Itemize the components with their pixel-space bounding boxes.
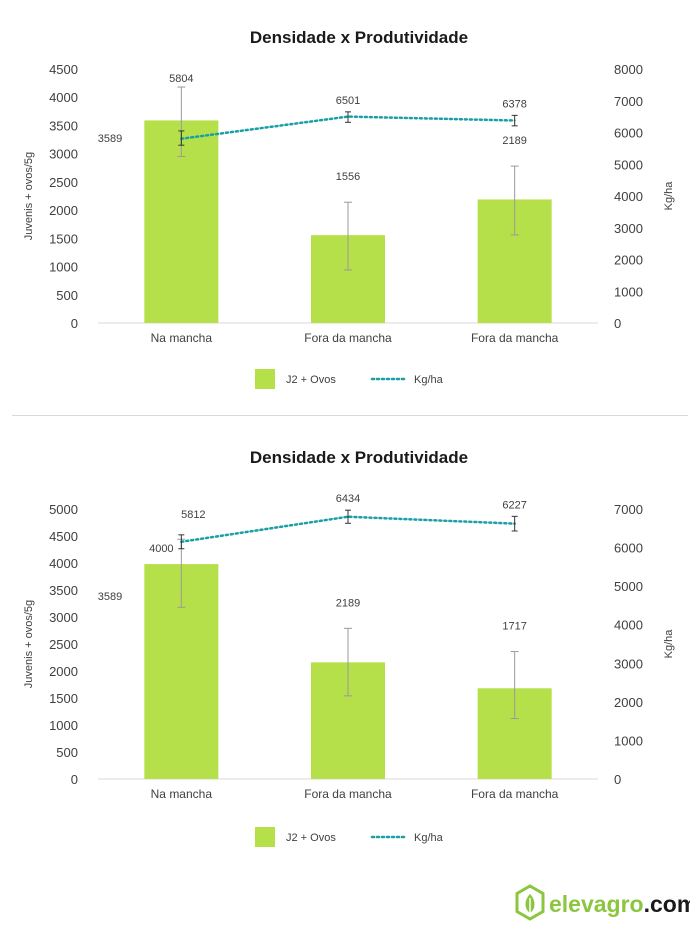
y-tick-label: 4500	[49, 529, 78, 544]
line-data-label: 6378	[502, 98, 526, 110]
legend-swatch-bar	[255, 827, 275, 847]
y2-tick-label: 2000	[614, 253, 643, 268]
y2-tick-label: 6000	[614, 126, 643, 141]
y-tick-label: 1000	[49, 260, 78, 275]
y2-tick-label: 0	[614, 316, 621, 331]
chart-title: Densidade x Produtividade	[250, 28, 468, 47]
chart-densidade-produtividade-2: Densidade x Produtividade 0 500 1000 1500 200…	[0, 420, 700, 860]
leaf-hexagon-icon	[515, 884, 545, 921]
y2-axis-label: Kg/ha	[663, 181, 675, 211]
y-tick-label: 2500	[49, 175, 78, 190]
y-axis-label: Juvenis + ovos/5g	[23, 600, 35, 688]
y-tick-label: 1500	[49, 231, 78, 246]
kgha-line	[180, 515, 516, 544]
y2-tick-label: 7000	[614, 502, 643, 517]
y2-tick-label: 3000	[614, 656, 643, 671]
y2-tick-label: 7000	[614, 94, 643, 109]
line-error-bar	[345, 509, 351, 524]
bar-data-label: 3589	[98, 133, 122, 145]
legend-swatch-bar	[255, 369, 275, 389]
line-data-label: 6227	[502, 499, 526, 511]
brand-name: elevagro.com	[549, 891, 690, 917]
line-error-bar	[511, 114, 518, 127]
bar-error-bar	[344, 201, 352, 271]
legend-label-line: Kg/ha	[414, 832, 444, 844]
chart-title: Densidade x Produtividade	[250, 448, 468, 467]
legend-label-bar: J2 + Ovos	[286, 374, 336, 386]
x-tick-label: Fora da mancha	[471, 331, 559, 345]
bar-data-label: 2189	[502, 135, 526, 147]
bar-data-label: 1556	[336, 171, 360, 183]
line-error-bar	[511, 515, 518, 532]
line-data-label: 5804	[169, 73, 193, 85]
line-data-label: 6434	[336, 493, 360, 505]
y-tick-label: 5000	[49, 502, 78, 517]
y-tick-label: 500	[56, 288, 78, 303]
x-tick-label: Fora da mancha	[471, 787, 559, 801]
y-tick-label: 3000	[49, 147, 78, 162]
line-data-label: 5812	[181, 509, 205, 521]
legend-label-bar: J2 + Ovos	[286, 832, 336, 844]
y-axis-label: Juvenis + ovos/5g	[23, 152, 35, 240]
y-tick-label: 1000	[49, 718, 78, 733]
chart-svg-2: Densidade x Produtividade 0 500 1000 1500 200…	[23, 448, 675, 847]
elevagro-logo-svg: elevagro.com	[515, 884, 697, 921]
y-tick-label: 2500	[49, 637, 78, 652]
bar-data-label: 1717	[502, 621, 526, 633]
y-tick-label: 500	[56, 745, 78, 760]
y2-tick-label: 1000	[614, 733, 643, 748]
extra-data-label: 3589	[98, 591, 122, 603]
y2-tick-label: 6000	[614, 541, 643, 556]
y-tick-label: 2000	[49, 664, 78, 679]
line-data-label: 6501	[336, 95, 360, 107]
y-tick-label: 4500	[49, 62, 78, 77]
line-error-bar	[178, 130, 185, 146]
y2-tick-label: 8000	[614, 62, 643, 77]
bar-data-label: 2189	[336, 597, 360, 609]
x-tick-label: Fora da mancha	[304, 331, 392, 345]
line-error-bar	[178, 534, 185, 550]
chart-densidade-produtividade-1: Densidade x Produtividade 0 500 1000 1500 200…	[0, 0, 700, 410]
y-tick-label: 3000	[49, 610, 78, 625]
bar-error-bar	[510, 165, 519, 236]
chart-svg-1: Densidade x Produtividade 0 500 1000 1500 200…	[23, 28, 675, 389]
y2-tick-label: 5000	[614, 157, 643, 172]
x-tick-label: Na mancha	[151, 331, 213, 345]
y2-tick-label: 4000	[614, 189, 643, 204]
legend: J2 + Ovos Kg/ha	[255, 369, 444, 389]
y2-tick-label: 4000	[614, 618, 643, 633]
bar-data-label: 4000	[149, 543, 173, 555]
x-tick-label: Na mancha	[151, 787, 213, 801]
y2-tick-label: 2000	[614, 695, 643, 710]
legend: J2 + Ovos Kg/ha	[255, 827, 444, 847]
y-tick-label: 3500	[49, 118, 78, 133]
y2-tick-label: 3000	[614, 221, 643, 236]
bar-error-bar	[510, 651, 519, 720]
elevagro-logo: elevagro.com	[514, 884, 697, 924]
y-tick-label: 4000	[49, 556, 78, 571]
y2-tick-label: 0	[614, 772, 621, 787]
line-error-bar	[345, 111, 351, 123]
x-tick-label: Fora da mancha	[304, 787, 392, 801]
y-tick-label: 4000	[49, 90, 78, 105]
y2-tick-label: 1000	[614, 284, 643, 299]
y-tick-label: 2000	[49, 203, 78, 218]
chart-divider	[12, 415, 688, 416]
y2-tick-label: 5000	[614, 579, 643, 594]
legend-label-line: Kg/ha	[414, 374, 444, 386]
y-tick-label: 3500	[49, 583, 78, 598]
y-tick-label: 0	[71, 316, 78, 331]
y-tick-label: 1500	[49, 691, 78, 706]
y-tick-label: 0	[71, 772, 78, 787]
y2-axis-label: Kg/ha	[663, 629, 675, 659]
bar-error-bar	[344, 627, 352, 697]
